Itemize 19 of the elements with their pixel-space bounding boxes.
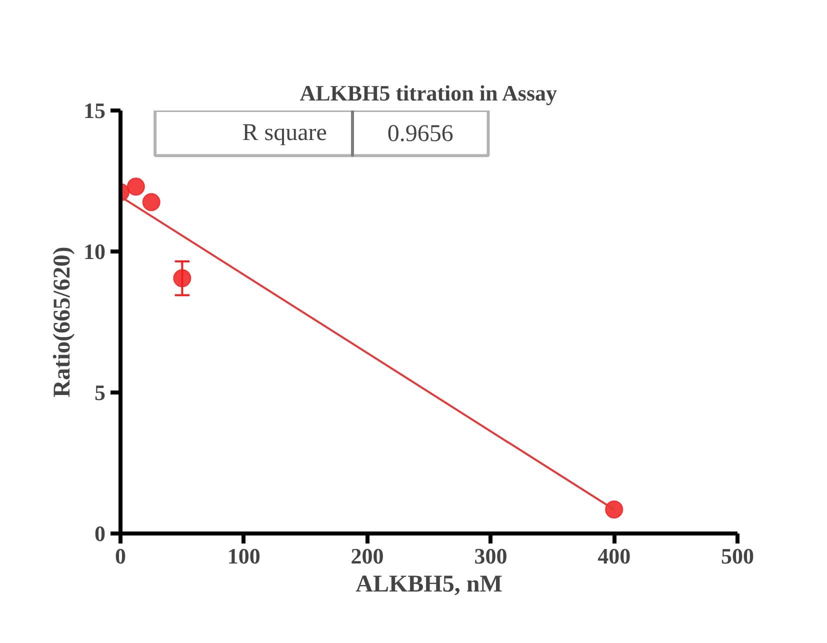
x-axis-title: ALKBH5, nM [356, 572, 502, 598]
y-tick-label: 0 [94, 521, 106, 546]
x-tick-label: 0 [115, 544, 126, 568]
x-tick-label: 100 [227, 544, 260, 568]
y-tick-label: 10 [84, 239, 106, 264]
point [173, 269, 192, 288]
x-tick-label: 400 [598, 544, 631, 568]
y-tick-label: 5 [94, 380, 106, 405]
point [126, 178, 145, 196]
point [142, 193, 160, 212]
point [605, 500, 624, 519]
annotation: 0.9656 [387, 121, 454, 148]
y-axis-title: Ratio(665/620) [50, 246, 76, 398]
x-tick-label: 200 [350, 544, 384, 568]
x-tick-label: 300 [474, 544, 508, 568]
y-tick-label: 15 [84, 98, 106, 123]
annotation: R square [242, 120, 327, 146]
chart-title: ALKBH5 titration in Assay [300, 80, 558, 106]
x-tick-label: 500 [721, 544, 754, 568]
